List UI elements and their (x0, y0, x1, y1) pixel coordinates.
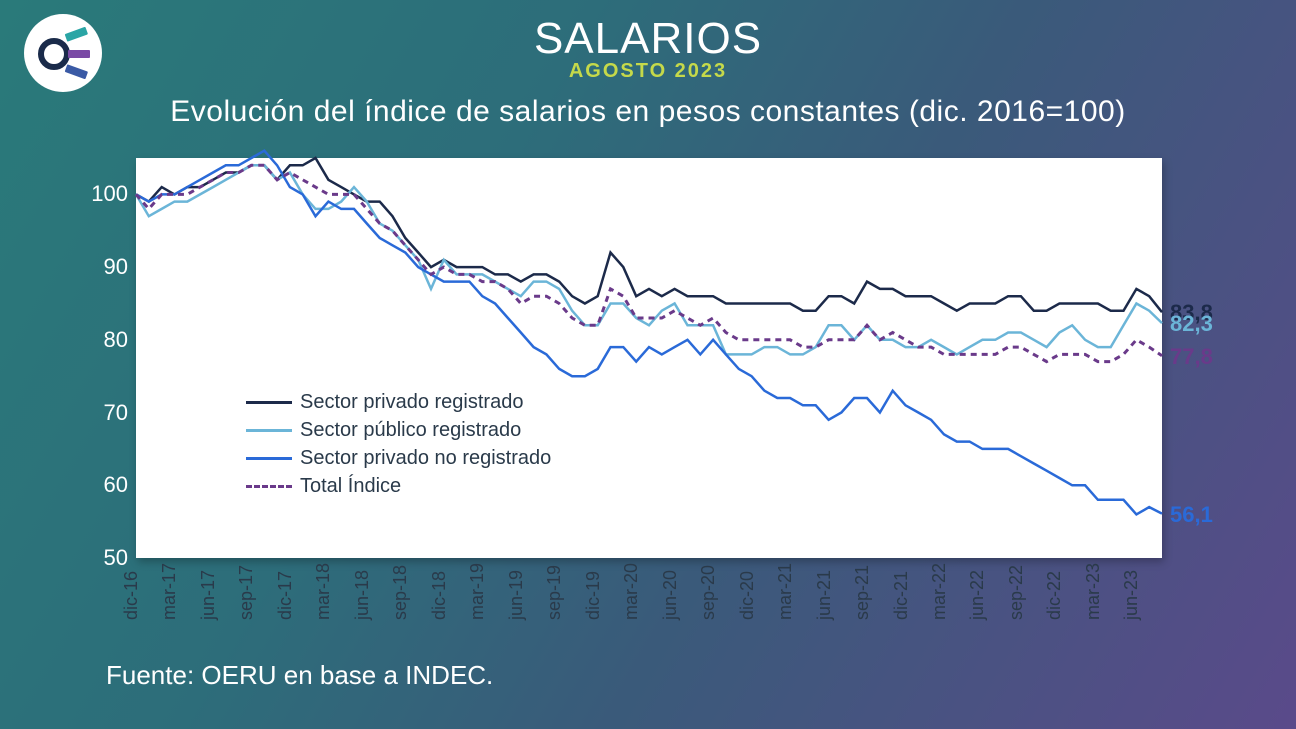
x-tick-label: jun-17 (198, 570, 219, 620)
x-tick-label: jun-18 (352, 570, 373, 620)
x-tick-label: dic-17 (275, 571, 296, 620)
y-tick-label: 60 (76, 472, 128, 498)
legend-item: Sector público registrado (246, 416, 551, 444)
x-tick-label: mar-23 (1083, 563, 1104, 620)
x-tick-label: sep-18 (390, 565, 411, 620)
legend-swatch (246, 401, 292, 404)
x-tick-label: dic-16 (121, 571, 142, 620)
y-tick-label: 70 (76, 400, 128, 426)
x-tick-label: dic-19 (583, 571, 604, 620)
legend-item: Sector privado no registrado (246, 444, 551, 472)
x-tick-label: dic-22 (1044, 571, 1065, 620)
logo (24, 14, 102, 92)
x-tick-label: mar-22 (929, 563, 950, 620)
subtitle: Evolución del índice de salarios en peso… (0, 95, 1296, 129)
legend-item: Total Índice (246, 472, 551, 500)
x-tick-label: jun-20 (660, 570, 681, 620)
x-tick-label: mar-18 (313, 563, 334, 620)
y-tick-label: 50 (76, 545, 128, 571)
legend-swatch (246, 485, 292, 488)
x-tick-label: mar-20 (621, 563, 642, 620)
x-tick-label: mar-19 (467, 563, 488, 620)
y-tick-label: 100 (76, 181, 128, 207)
legend-item: Sector privado registrado (246, 388, 551, 416)
page-date: AGOSTO 2023 (0, 60, 1296, 83)
y-tick-label: 90 (76, 254, 128, 280)
page-title: SALARIOS (0, 14, 1296, 64)
series-end-label: 82,3 (1170, 311, 1213, 337)
x-tick-label: jun-19 (506, 570, 527, 620)
chart-legend: Sector privado registrado Sector público … (246, 388, 551, 500)
x-tick-label: sep-20 (698, 565, 719, 620)
x-tick-label: dic-21 (891, 571, 912, 620)
series-end-label: 56,1 (1170, 502, 1213, 528)
x-tick-label: dic-18 (429, 571, 450, 620)
x-tick-label: jun-23 (1121, 570, 1142, 620)
oeru-logo-icon (32, 22, 94, 84)
legend-swatch (246, 457, 292, 460)
legend-label: Sector privado no registrado (300, 447, 551, 470)
x-tick-label: sep-17 (236, 565, 257, 620)
title-block: SALARIOS AGOSTO 2023 (0, 0, 1296, 83)
series-end-label: 77,8 (1170, 344, 1213, 370)
x-tick-label: sep-19 (544, 565, 565, 620)
series-line (136, 165, 1162, 354)
x-tick-label: jun-21 (814, 570, 835, 620)
legend-swatch (246, 429, 292, 432)
source-caption: Fuente: OERU en base a INDEC. (106, 660, 493, 691)
chart-container: Sector privado registrado Sector público … (76, 158, 1232, 628)
x-tick-label: sep-21 (852, 565, 873, 620)
x-tick-label: dic-20 (737, 571, 758, 620)
x-tick-label: sep-22 (1006, 565, 1027, 620)
x-tick-label: mar-17 (159, 563, 180, 620)
legend-label: Sector público registrado (300, 419, 521, 442)
legend-label: Sector privado registrado (300, 391, 523, 414)
x-tick-label: jun-22 (967, 570, 988, 620)
y-tick-label: 80 (76, 327, 128, 353)
series-line (136, 158, 1162, 312)
legend-label: Total Índice (300, 475, 401, 498)
x-tick-label: mar-21 (775, 563, 796, 620)
